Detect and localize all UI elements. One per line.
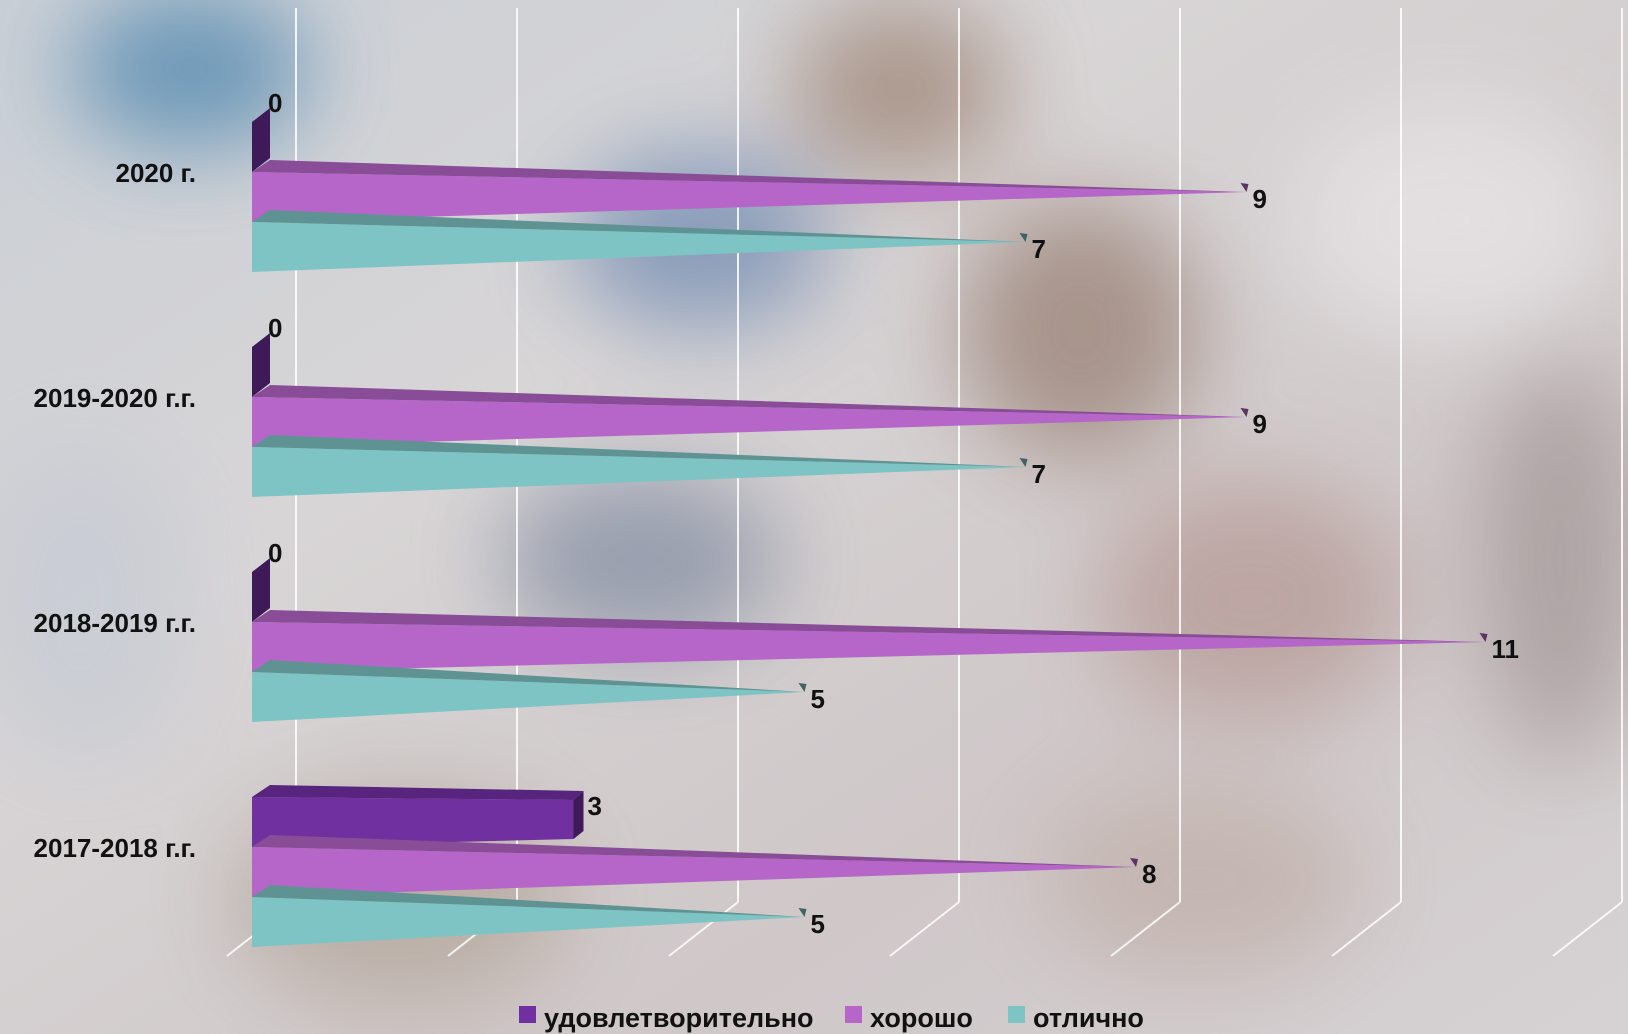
- bar-top: [252, 210, 1026, 242]
- bar: [252, 333, 270, 397]
- bar: [252, 108, 270, 172]
- bar-top: [252, 610, 1486, 642]
- bar: [252, 797, 574, 847]
- bar: [252, 622, 1486, 672]
- bar-top: [252, 385, 1247, 417]
- data-label: 5: [811, 909, 825, 939]
- bar-tip: [798, 683, 807, 692]
- bar-tip: [798, 908, 807, 917]
- bar-tip: [1130, 858, 1138, 867]
- gridline-floor: [1110, 901, 1181, 957]
- category-label: 2019-2020 г.г.: [34, 383, 196, 413]
- data-label: 9: [1253, 409, 1267, 439]
- bar: [252, 558, 270, 622]
- bar: [252, 172, 1247, 222]
- bar-tip: [1479, 633, 1488, 642]
- bar-top: [252, 885, 805, 917]
- bar-tip: [1240, 408, 1249, 417]
- legend-item: удовлетворительно: [519, 1003, 814, 1033]
- bar-top: [252, 160, 1247, 192]
- bar-top: [252, 660, 805, 692]
- category-label: 2017-2018 г.г.: [34, 833, 196, 863]
- labels: 9 7 0 2020 г. 9 7 0 2019-2020 г.г. 11 5 0 2018-2019…: [34, 88, 1519, 939]
- gridline-floor: [889, 901, 960, 957]
- bar: [252, 397, 1247, 447]
- legend-swatch: [1008, 1006, 1025, 1023]
- bar: [252, 222, 1026, 272]
- bar: [252, 447, 1026, 497]
- category-label: 2020 г.: [115, 158, 196, 188]
- bar-top: [252, 835, 1136, 867]
- legend: удовлетворительно хорошо отлично: [519, 1003, 1144, 1033]
- legend-label: удовлетворительно: [544, 1003, 814, 1033]
- data-label: 0: [268, 538, 282, 568]
- legend-label: хорошо: [870, 1003, 973, 1033]
- data-label: 7: [1032, 234, 1046, 264]
- bar-tip: [1019, 458, 1028, 467]
- category-label: 2018-2019 г.г.: [34, 608, 196, 638]
- bar: [252, 847, 1136, 897]
- grid-lines: [226, 8, 1623, 957]
- bar: [252, 672, 805, 722]
- bars: [252, 108, 1488, 947]
- bar-side: [573, 791, 584, 839]
- legend-label: отлично: [1033, 1003, 1144, 1033]
- data-label: 0: [268, 88, 282, 118]
- data-label: 9: [1253, 184, 1267, 214]
- gridline-floor: [1331, 901, 1402, 957]
- bar-tip: [1240, 183, 1249, 192]
- bar-top: [252, 435, 1026, 467]
- data-label: 3: [588, 791, 602, 821]
- data-label: 11: [1492, 634, 1520, 664]
- data-label: 5: [811, 684, 825, 714]
- legend-swatch: [519, 1006, 536, 1023]
- legend-item: отлично: [1008, 1003, 1144, 1033]
- data-label: 0: [268, 313, 282, 343]
- gridline-floor: [1552, 901, 1623, 957]
- bar-top: [252, 785, 584, 800]
- gridline-floor: [668, 901, 739, 957]
- legend-swatch: [845, 1006, 862, 1023]
- data-label: 8: [1142, 859, 1156, 889]
- legend-item: хорошо: [845, 1003, 973, 1033]
- bar-tip: [1019, 233, 1028, 242]
- bar: [252, 897, 805, 947]
- data-label: 7: [1032, 459, 1046, 489]
